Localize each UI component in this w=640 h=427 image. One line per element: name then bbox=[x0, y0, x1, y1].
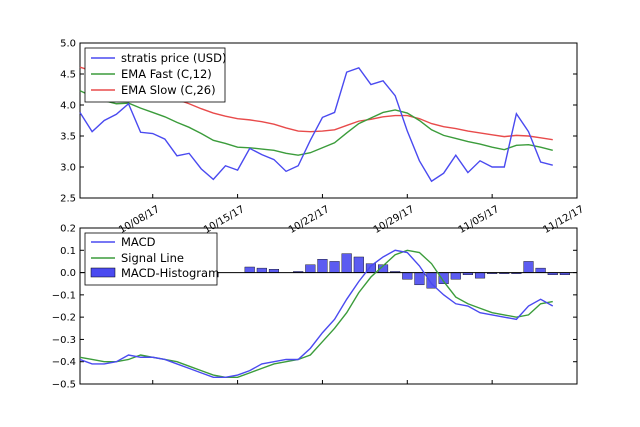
histogram-bar bbox=[329, 261, 340, 273]
legend-label-macd: MACD bbox=[121, 235, 156, 249]
histogram-bar bbox=[244, 266, 255, 273]
histogram-bar bbox=[256, 267, 267, 273]
histogram-bar bbox=[450, 272, 461, 280]
price-ytick-label: 5.0 bbox=[60, 39, 76, 50]
macd-ytick-label: 0.1 bbox=[60, 246, 76, 257]
series-line-stratis-price-usd bbox=[79, 66, 553, 183]
macd-ytick-label: −0.2 bbox=[52, 313, 76, 324]
legend-label-signal: Signal Line bbox=[121, 251, 184, 265]
histogram-bar bbox=[474, 272, 486, 279]
macd-ytick-label: −0.1 bbox=[52, 290, 76, 301]
price-legend-box bbox=[84, 47, 226, 103]
legend-swatch-histogram bbox=[90, 267, 116, 278]
price-ytick-label: 3.0 bbox=[60, 163, 76, 174]
price-ytick-label: 3.5 bbox=[60, 132, 76, 143]
date-tick-label: 10/15/17 bbox=[202, 204, 246, 236]
macd-ytick-label: −0.4 bbox=[52, 357, 76, 368]
price-ytick-label: 4.0 bbox=[60, 101, 76, 112]
price-ytick-label: 4.5 bbox=[60, 70, 76, 81]
price-ytick-label: 2.5 bbox=[60, 194, 76, 205]
macd-plot-area bbox=[79, 227, 578, 385]
legend-label-price: stratis price (USD) bbox=[121, 51, 226, 65]
series-line-ema-fast-c-12 bbox=[79, 90, 553, 156]
date-tick-label: 11/12/17 bbox=[542, 204, 586, 236]
series-line-macd bbox=[79, 249, 554, 379]
histogram-bar bbox=[535, 267, 546, 273]
macd-ytick-label: 0.0 bbox=[60, 268, 76, 279]
histogram-bar bbox=[523, 261, 534, 273]
legend-label-ema-fast: EMA Fast (C,12) bbox=[121, 67, 212, 81]
legend-label-ema-slow: EMA Slow (C,26) bbox=[121, 83, 216, 97]
price-plot-area bbox=[79, 42, 578, 199]
histogram-bar bbox=[402, 272, 413, 280]
histogram-bar bbox=[414, 272, 425, 286]
legend-label-histogram: MACD-Histogram bbox=[121, 266, 219, 280]
date-tick-label: 10/29/17 bbox=[372, 204, 416, 236]
date-tick-label: 10/22/17 bbox=[287, 204, 331, 236]
histogram-bar bbox=[341, 253, 352, 273]
price-legend: stratis price (USD) EMA Fast (C,12) EMA … bbox=[84, 47, 226, 103]
date-tick-label: 10/08/17 bbox=[117, 204, 161, 236]
histogram-bar bbox=[353, 256, 364, 273]
price-ema-panel: 2.5 3.0 3.5 4.0 4.5 5.0 10/08/17 10/15/17 10/22… bbox=[60, 39, 586, 236]
histogram-bar bbox=[305, 264, 316, 273]
histogram-bar bbox=[317, 259, 328, 273]
macd-ytick-label: −0.5 bbox=[52, 380, 76, 391]
macd-ytick-label: −0.3 bbox=[52, 335, 76, 346]
macd-legend: MACD Signal Line MACD-Histogram bbox=[84, 232, 219, 286]
histogram-bar bbox=[426, 272, 437, 289]
macd-ytick-label: 0.2 bbox=[60, 224, 76, 235]
macd-panel: −0.5 −0.4 −0.3 −0.2 −0.1 0.0 0.1 0.2 MACD Signa… bbox=[52, 224, 578, 391]
histogram-bar bbox=[268, 269, 280, 273]
date-tick-label: 11/05/17 bbox=[457, 204, 501, 236]
